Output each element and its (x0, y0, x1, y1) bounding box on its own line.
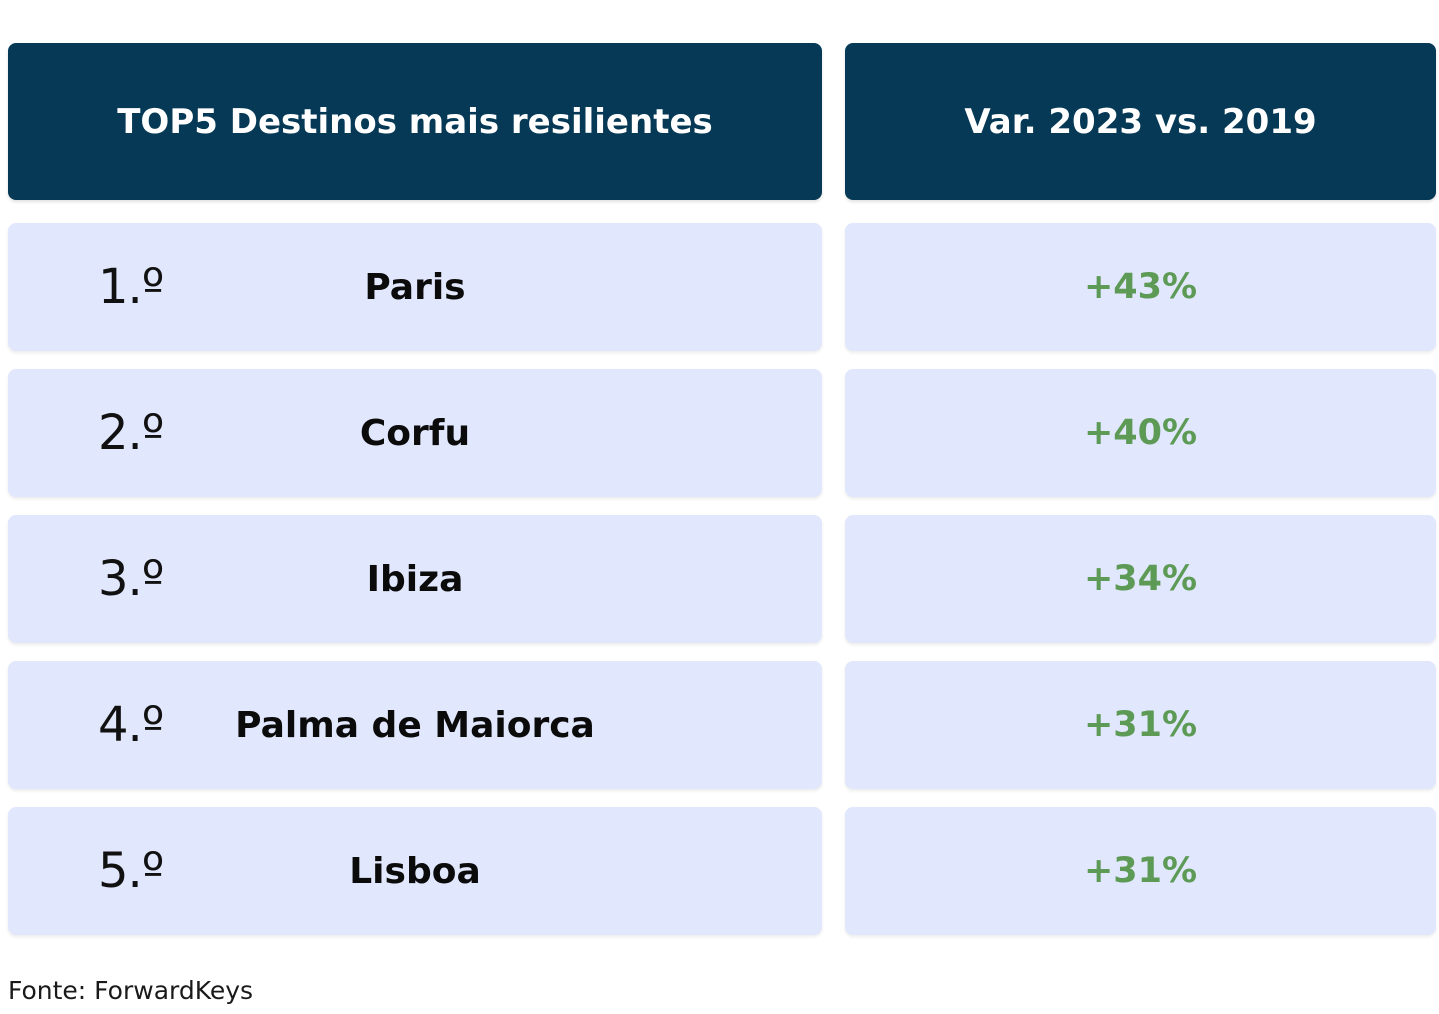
destination-name: Ibiza (366, 558, 464, 600)
table-row-2-variation: +40% (845, 369, 1436, 497)
header-destinations-label: TOP5 Destinos mais resilientes (117, 101, 713, 142)
variation-value: +31% (1083, 705, 1198, 745)
variation-value: +40% (1083, 413, 1198, 453)
destination-name: Palma de Maiorca (235, 704, 595, 746)
rank-label: 1.º (98, 259, 164, 315)
rank-label: 5.º (98, 843, 164, 899)
rank-label: 3.º (98, 551, 164, 607)
table-row-3-variation: +34% (845, 515, 1436, 643)
header-destinations: TOP5 Destinos mais resilientes (8, 43, 822, 200)
source-note: Fonte: ForwardKeys (8, 976, 254, 1005)
table-row-3-destination: 3.º Ibiza (8, 515, 822, 643)
table-row-1-destination: 1.º Paris (8, 223, 822, 351)
destination-name: Corfu (359, 412, 471, 454)
table-row-5-destination: 5.º Lisboa (8, 807, 822, 935)
variation-value: +31% (1083, 851, 1198, 891)
destination-name: Paris (364, 266, 466, 308)
table-row-4-variation: +31% (845, 661, 1436, 789)
rank-label: 4.º (98, 697, 164, 753)
header-variation-label: Var. 2023 vs. 2019 (964, 101, 1317, 142)
table-row-2-destination: 2.º Corfu (8, 369, 822, 497)
variation-value: +43% (1083, 267, 1198, 307)
table-row-4-destination: 4.º Palma de Maiorca (8, 661, 822, 789)
variation-value: +34% (1083, 559, 1198, 599)
header-variation: Var. 2023 vs. 2019 (845, 43, 1436, 200)
rank-label: 2.º (98, 405, 164, 461)
destination-name: Lisboa (349, 850, 481, 892)
table-row-1-variation: +43% (845, 223, 1436, 351)
table-row-5-variation: +31% (845, 807, 1436, 935)
